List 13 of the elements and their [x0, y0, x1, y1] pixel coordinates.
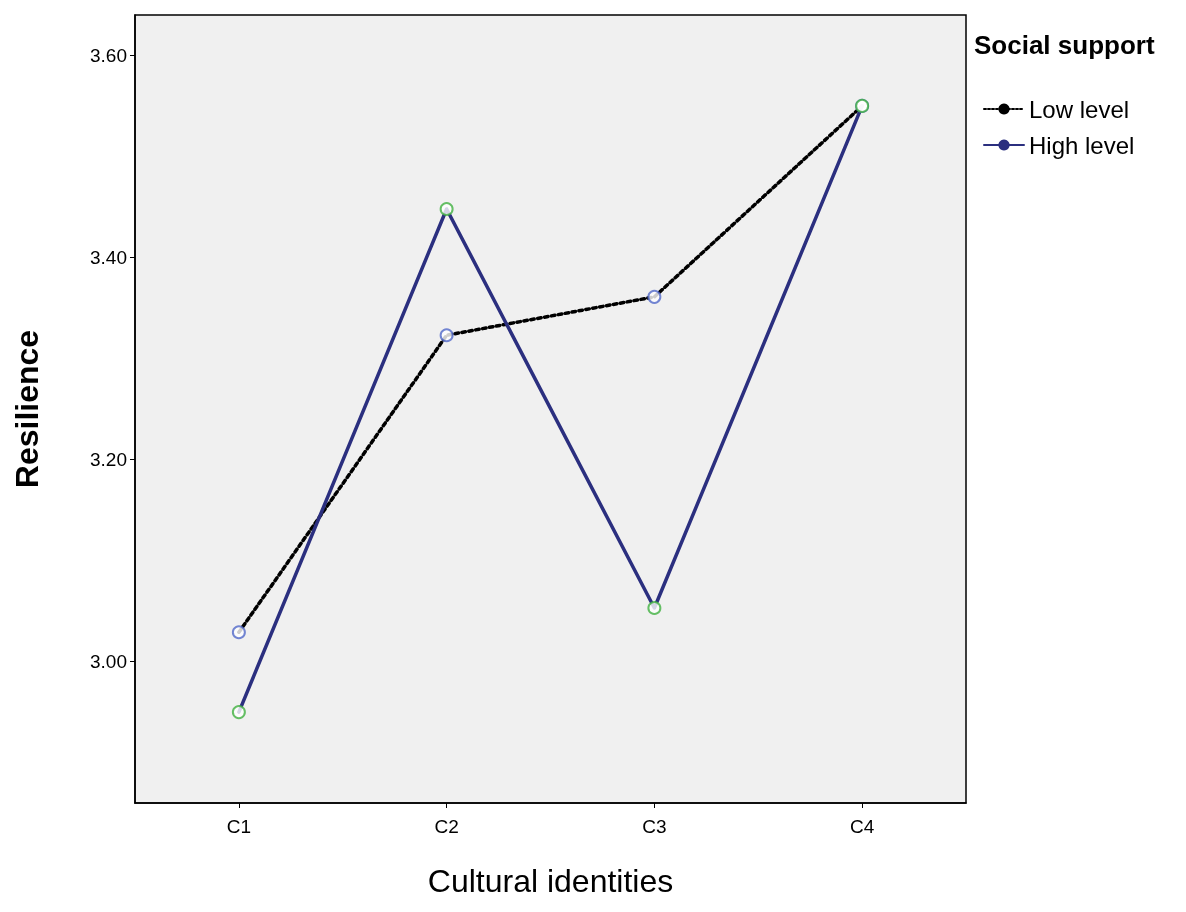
y-tick-label: 3.20	[90, 449, 127, 471]
x-tick-label: C1	[226, 816, 252, 837]
x-axis-title: Cultural identities	[427, 863, 674, 899]
y-tick-label: 3.40	[90, 246, 127, 268]
x-tick-label: C3	[642, 816, 667, 837]
legend-label: Low level	[1029, 95, 1130, 123]
legend-label: High level	[1029, 131, 1135, 159]
y-tick-label: 3.00	[90, 651, 127, 673]
x-tick-label: C2	[434, 816, 459, 837]
y-axis-title: Resilience	[9, 329, 45, 489]
x-tick-label: C4	[849, 816, 875, 837]
y-tick-label: 3.60	[90, 44, 127, 66]
legend-title: Social support	[974, 30, 1155, 60]
